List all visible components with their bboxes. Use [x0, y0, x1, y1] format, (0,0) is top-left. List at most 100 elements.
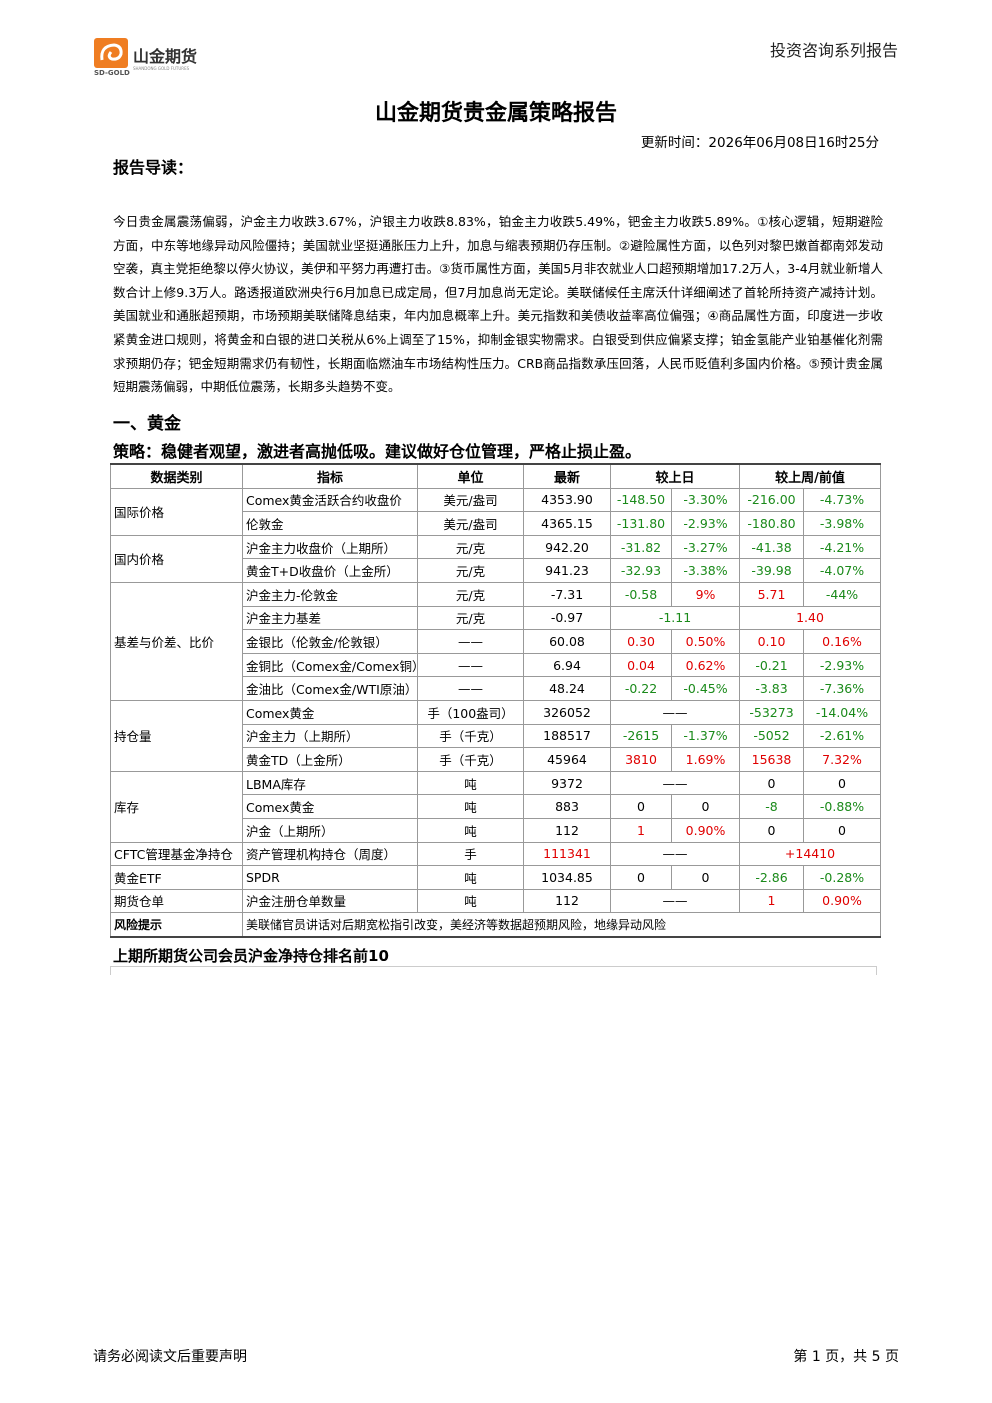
indicator-cell: 沪金主力基差 [242, 605, 418, 631]
day-change-cell: —— [609, 888, 741, 914]
unit-cell: 吨 [417, 770, 524, 796]
week-change-cell: 0 [803, 817, 882, 843]
day-change-cell: -0.45% [670, 676, 741, 701]
data-row: 基差与价差、比价 沪金主力-伦敦金 元/克 -7.31 -0.58 9% 5.71 -44% [110, 581, 882, 701]
week-change-cell: +14410 [739, 841, 882, 867]
week-change-cell: -3.98% [803, 511, 882, 536]
week-change-cell: -44% [803, 581, 882, 607]
data-row: 期货仓单 沪金注册仓单数量吨 112 —— 1 0.90% [110, 888, 882, 914]
footer-page: 第 1 页，共 5 页 [793, 1349, 899, 1365]
data-row: 持仓量 Comex黄金 手（100盎司） 326052 —— -53273 -14.04% [110, 699, 882, 772]
category-cell: 黄金ETF [110, 865, 243, 890]
latest-cell: 60.08 [523, 629, 611, 654]
indicator-cell: 黄金T+D收盘价（上金所） [242, 558, 418, 583]
latest-cell: 1034.85 [523, 865, 611, 890]
week-change-cell: -4.73% [803, 487, 882, 513]
day-change-cell: -3.30% [670, 487, 741, 513]
clipped-table [110, 966, 877, 975]
day-change-cell: -0.58 [610, 581, 672, 607]
week-change-cell: -8 [739, 794, 805, 819]
latest-cell: -0.97 [523, 605, 611, 631]
indicator-cell: 沪金主力收盘价（上期所） [242, 534, 418, 560]
header-row: 数据类别 指标 单位 最新 较上日 较上周/前值 [110, 462, 882, 489]
data-row: 沪金主力（上期所） 手（千克） 188517 -2615 -1.37% -5052 -2.6… [111, 723, 882, 749]
section-heading: 一、黄金 [113, 414, 181, 434]
unit-cell: —— [417, 652, 524, 678]
indicator-cell: LBMA库存 [242, 770, 418, 796]
day-change-cell: 0 [670, 794, 741, 819]
week-change-cell: -5052 [739, 723, 805, 749]
week-change-cell: -4.07% [803, 558, 882, 583]
week-change-cell: -2.86 [739, 865, 805, 890]
week-change-cell: 5.71 [739, 581, 805, 607]
week-change-cell: -53273 [739, 699, 805, 725]
unit-cell: 美元/盎司 [417, 487, 524, 513]
indicator-cell: 沪金注册仓单数量 [242, 888, 418, 914]
day-change-cell: 0.04 [610, 652, 672, 678]
data-row: 沪金（上期所）吨 112 1 0.90% 0 0 [111, 817, 882, 843]
logo-icon [94, 38, 128, 68]
logo-sub: SD-GOLD [94, 69, 130, 77]
unit-cell: 手（100盎司） [417, 699, 524, 725]
indicator-cell: 资产管理机构持仓（周度） [242, 841, 418, 867]
data-row: 国内价格 沪金主力收盘价（上期所） 元/克 942.20 -31.82 -3.27% -41… [110, 534, 882, 583]
latest-cell: 48.24 [523, 676, 611, 701]
series-label: 投资咨询系列报告 [769, 41, 898, 60]
week-change-cell: -0.88% [803, 794, 882, 819]
data-table: 数据类别 指标 单位 最新 较上日 较上周/前值 国际价格 Comex黄金活跃合约收盘价 美元/… [110, 462, 882, 938]
unit-cell: 手（千克） [417, 723, 524, 749]
intro-heading: 报告导读： [113, 158, 194, 177]
week-change-cell: -2.93% [803, 652, 882, 678]
indicator-cell: Comex黄金 [242, 699, 418, 725]
risk-text: 美联储官员讲话对后期宽松指引改变，美经济等数据超预期风险，地缘异动风险 [241, 912, 882, 938]
day-change-cell: -131.80 [610, 511, 672, 536]
data-row: 金银比（伦敦金/伦敦银） —— 60.08 0.30 0.50% 0.10 0.16% [111, 629, 882, 654]
week-change-cell: 0 [739, 770, 805, 796]
day-change-cell: 1.69% [670, 747, 741, 772]
week-change-cell: 1 [739, 888, 805, 914]
latest-cell: 9372 [523, 770, 611, 796]
week-change-cell: 15638 [739, 747, 805, 772]
week-change-cell: -180.80 [739, 511, 805, 536]
indicator-cell: SPDR [242, 865, 418, 890]
header-cell: 单位 [417, 462, 524, 489]
latest-cell: 6.94 [523, 652, 611, 678]
day-change-cell: -3.38% [670, 558, 741, 583]
unit-cell: 吨 [417, 865, 524, 890]
unit-cell: 吨 [417, 888, 524, 914]
day-change-cell: —— [609, 770, 741, 796]
unit-cell: 手（千克） [417, 747, 524, 772]
unit-cell: 吨 [417, 817, 524, 843]
logo-en: SHANDONG GOLD FUTURES [133, 66, 190, 71]
day-change-cell: -0.22 [610, 676, 672, 701]
week-change-cell: -3.83 [739, 676, 805, 701]
day-change-cell: -148.50 [610, 487, 672, 513]
day-change-cell: -32.93 [610, 558, 672, 583]
header-cell: 最新 [523, 462, 611, 489]
latest-cell: 326052 [523, 699, 611, 725]
latest-cell: 45964 [523, 747, 611, 772]
week-change-cell: -216.00 [739, 487, 805, 513]
day-change-cell: -1.11 [609, 605, 741, 631]
update-time: 更新时间：2026年06月08日16时25分 [640, 135, 879, 151]
data-row: 沪金主力基差 元/克 -0.97 -1.11 1.40 [111, 605, 882, 631]
day-change-cell: -3.27% [670, 534, 741, 560]
day-change-cell: 0.90% [670, 817, 741, 843]
week-change-cell: 0.90% [803, 888, 882, 914]
data-row: 库存 LBMA库存吨 9372 —— 0 0 [110, 770, 882, 843]
category-cell: 基差与价差、比价 [110, 581, 243, 701]
header-cell: 较上日 [609, 462, 741, 489]
logo-text: 山金期货 [133, 47, 198, 66]
latest-cell: 112 [523, 888, 611, 914]
category-cell: 库存 [110, 770, 243, 843]
week-change-cell: -0.28% [803, 865, 882, 890]
header-cell: 指标 [242, 462, 418, 489]
day-change-cell: —— [609, 841, 741, 867]
latest-cell: 112 [523, 817, 611, 843]
latest-cell: 941.23 [523, 558, 611, 583]
header-cell: 数据类别 [110, 462, 243, 489]
unit-cell: 吨 [417, 794, 524, 819]
week-change-cell: -39.98 [739, 558, 805, 583]
day-change-cell: 1 [610, 817, 672, 843]
